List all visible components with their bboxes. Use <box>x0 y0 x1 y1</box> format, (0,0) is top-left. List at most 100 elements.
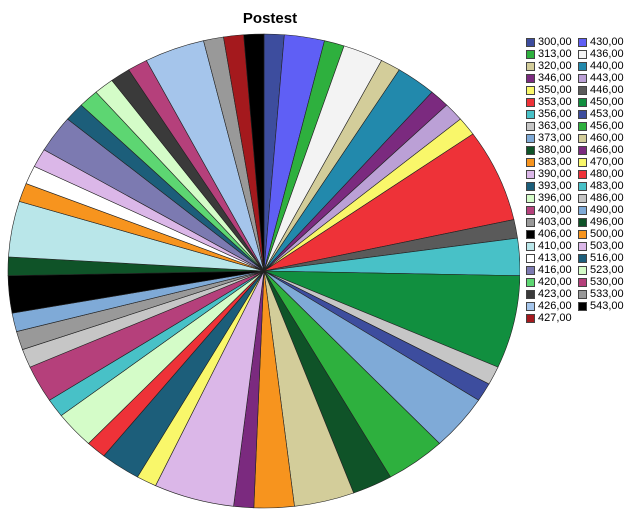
legend-entry: 356,00 <box>526 108 578 120</box>
legend-swatch <box>578 205 587 215</box>
pie-slices <box>7 33 520 509</box>
legend-entry: 423,00 <box>526 288 578 300</box>
legend-swatch <box>578 73 587 83</box>
legend-label: 450,00 <box>590 96 624 108</box>
legend-swatch <box>578 157 587 167</box>
legend-swatch <box>526 133 535 143</box>
legend-label: 470,00 <box>590 156 624 168</box>
legend-label: 406,00 <box>538 228 572 240</box>
legend-swatch <box>526 193 535 203</box>
legend-entry: 320,00 <box>526 60 578 72</box>
legend-label: 503,00 <box>590 240 624 252</box>
legend-entry: 426,00 <box>526 300 578 312</box>
legend-swatch <box>526 157 535 167</box>
legend-row: 406,00 500,00 <box>526 228 630 240</box>
legend-label: 426,00 <box>538 300 572 312</box>
legend-row: 356,00 453,00 <box>526 108 630 120</box>
legend-row: 403,00 496,00 <box>526 216 630 228</box>
legend-entry: 523,00 <box>578 264 630 276</box>
legend-row: 396,00 486,00 <box>526 192 630 204</box>
legend-swatch <box>578 145 587 155</box>
legend-label: 516,00 <box>590 252 624 264</box>
legend-label: 486,00 <box>590 192 624 204</box>
legend-label: 543,00 <box>590 300 624 312</box>
legend-entry: 313,00 <box>526 48 578 60</box>
legend-swatch <box>526 217 535 227</box>
legend-label: 313,00 <box>538 48 572 60</box>
legend-entry: 460,00 <box>578 132 630 144</box>
legend-row: 300,00 430,00 <box>526 36 630 48</box>
legend-label: 436,00 <box>590 48 624 60</box>
legend-swatch <box>526 85 535 95</box>
legend-row: 353,00 450,00 <box>526 96 630 108</box>
legend-label: 523,00 <box>590 264 624 276</box>
legend-swatch <box>526 265 535 275</box>
legend-swatch <box>578 193 587 203</box>
legend-entry: 300,00 <box>526 36 578 48</box>
legend-swatch <box>526 145 535 155</box>
legend-entry: 533,00 <box>578 288 630 300</box>
legend-label: 460,00 <box>590 132 624 144</box>
legend-row: 380,00 466,00 <box>526 144 630 156</box>
legend-entry: 413,00 <box>526 252 578 264</box>
legend-label: 350,00 <box>538 84 572 96</box>
legend-label: 456,00 <box>590 120 624 132</box>
legend-entry: 470,00 <box>578 156 630 168</box>
legend-label: 320,00 <box>538 60 572 72</box>
legend-entry: 403,00 <box>526 216 578 228</box>
legend-row: 390,00 480,00 <box>526 168 630 180</box>
legend-swatch <box>578 133 587 143</box>
legend-row: 423,00 533,00 <box>526 288 630 300</box>
legend-swatch <box>578 169 587 179</box>
legend-label: 490,00 <box>590 204 624 216</box>
legend-swatch <box>578 85 587 95</box>
legend-entry: 450,00 <box>578 96 630 108</box>
legend-entry: 453,00 <box>578 108 630 120</box>
legend-swatch <box>578 121 587 131</box>
legend-entry: 440,00 <box>578 60 630 72</box>
legend-swatch <box>526 289 535 299</box>
legend-label: 300,00 <box>538 36 572 48</box>
legend-label: 443,00 <box>590 72 624 84</box>
legend-row: 400,00 490,00 <box>526 204 630 216</box>
legend-swatch <box>578 61 587 71</box>
legend-entry: 430,00 <box>578 36 630 48</box>
legend-swatch <box>578 301 587 311</box>
legend-entry: 443,00 <box>578 72 630 84</box>
legend-label: 410,00 <box>538 240 572 252</box>
legend-swatch <box>578 241 587 251</box>
legend-label: 390,00 <box>538 168 572 180</box>
pie-chart <box>7 33 520 509</box>
legend-swatch <box>526 49 535 59</box>
legend-row: 383,00 470,00 <box>526 156 630 168</box>
legend-row: 393,00 483,00 <box>526 180 630 192</box>
legend-swatch <box>526 61 535 71</box>
legend-swatch <box>526 181 535 191</box>
legend-swatch <box>526 205 535 215</box>
legend-swatch <box>578 49 587 59</box>
legend-label: 393,00 <box>538 180 572 192</box>
legend-label: 400,00 <box>538 204 572 216</box>
legend-entry: 420,00 <box>526 276 578 288</box>
legend-row: 427,00 <box>526 312 630 324</box>
legend-swatch <box>526 241 535 251</box>
legend: 300,00 430,00 313,00 436,00 320,00 440,00 346,… <box>526 36 630 324</box>
legend-swatch <box>526 169 535 179</box>
legend-entry: 410,00 <box>526 240 578 252</box>
legend-swatch <box>578 217 587 227</box>
pie-slice-543,00 <box>243 33 265 272</box>
legend-entry: 427,00 <box>526 312 579 324</box>
legend-label: 353,00 <box>538 96 572 108</box>
legend-entry: 373,00 <box>526 132 578 144</box>
legend-label: 373,00 <box>538 132 572 144</box>
legend-swatch <box>578 37 587 47</box>
legend-entry: 393,00 <box>526 180 578 192</box>
legend-entry: 496,00 <box>578 216 630 228</box>
legend-entry: 490,00 <box>578 204 630 216</box>
legend-label: 363,00 <box>538 120 572 132</box>
legend-entry: 396,00 <box>526 192 578 204</box>
legend-label: 427,00 <box>538 312 572 324</box>
legend-entry: 400,00 <box>526 204 578 216</box>
legend-label: 430,00 <box>590 36 624 48</box>
legend-entry: 383,00 <box>526 156 578 168</box>
